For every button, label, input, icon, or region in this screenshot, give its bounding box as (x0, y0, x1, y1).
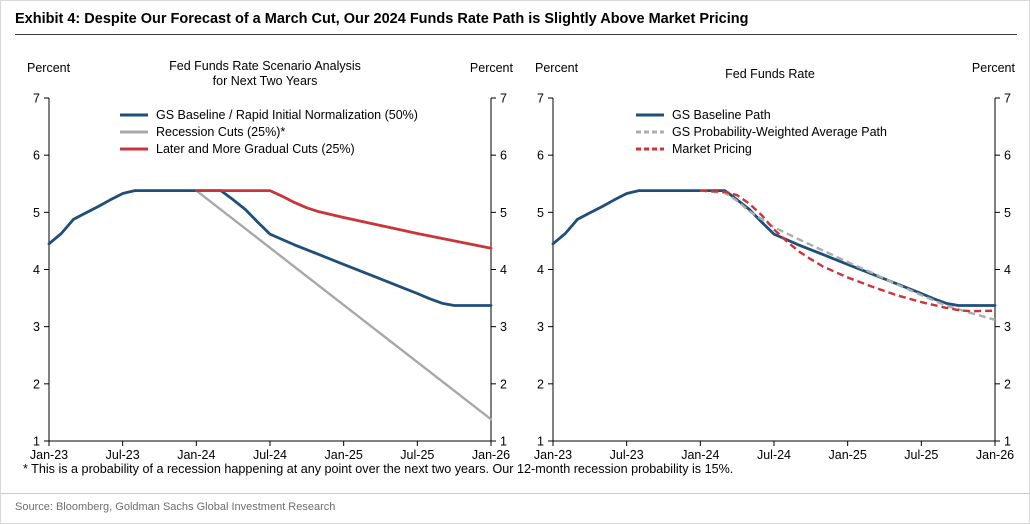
source-divider (1, 493, 1029, 494)
series-line-recession-cuts-25 (47, 189, 493, 421)
scenario-chart-panel: Percent Percent Fed Funds Rate Scenario … (15, 45, 515, 475)
legend: GS Baseline Path GS Probability-Weighted … (635, 108, 887, 156)
x-tick-label: Jul-23 (610, 448, 644, 462)
y-tick-label-left: 5 (537, 206, 544, 220)
x-tick-label: Jan-24 (681, 448, 719, 462)
series-line-market-pricing (700, 189, 996, 313)
y-tick-label-left: 1 (537, 435, 544, 449)
y-tick-label-left: 5 (33, 206, 40, 220)
legend-label: Later and More Gradual Cuts (25%) (156, 142, 355, 156)
x-tick-label: Jan-23 (30, 448, 68, 462)
y-axis-unit-left: Percent (535, 61, 579, 75)
series-line-gs-baseline-rapid-initial-normalization-50 (47, 189, 493, 307)
y-tick-label-left: 7 (537, 92, 544, 106)
legend-label: GS Baseline / Rapid Initial Normalizatio… (156, 108, 418, 122)
y-tick-label-right: 1 (1004, 435, 1011, 449)
legend-swatch-market-pricing (636, 147, 664, 151)
x-tick-label: Jan-25 (829, 448, 867, 462)
legend-item: GS Baseline / Rapid Initial Normalizatio… (119, 108, 418, 122)
legend-swatch-gs-probability-weighted-average-path (636, 130, 664, 134)
y-tick-label-right: 6 (1004, 149, 1011, 163)
chart-title: Fed Funds Rate Scenario Analysis for Nex… (15, 59, 515, 89)
fed-funds-chart-panel: Percent Percent Fed Funds Rate GS Baseli… (523, 45, 1017, 475)
x-tick-label: Jul-24 (253, 448, 287, 462)
y-tick-label-left: 6 (33, 149, 40, 163)
legend-swatch-gs-baseline-rapid-initial-normalization-50 (120, 113, 148, 117)
series-line-gs-baseline-path (551, 189, 997, 307)
legend-swatch-gs-baseline-path (636, 113, 664, 117)
fed-funds-chart-plot: 1 1 2 2 3 3 4 4 5 5 6 6 7 7 Jan-23 Jul-23 Jan-24 Jul-24 Ja… (534, 92, 1014, 463)
y-tick-label-right: 1 (500, 435, 507, 449)
x-tick-label: Jan-23 (534, 448, 572, 462)
x-tick-label: Jul-25 (904, 448, 938, 462)
legend: GS Baseline / Rapid Initial Normalizatio… (119, 108, 418, 156)
y-axis-unit-right: Percent (469, 61, 513, 75)
y-tick-label-right: 3 (1004, 320, 1011, 334)
legend-label: GS Baseline Path (672, 108, 771, 122)
y-tick-label-right: 7 (500, 92, 507, 106)
x-tick-label: Jul-23 (106, 448, 140, 462)
y-tick-label-right: 3 (500, 320, 507, 334)
legend-item: Recession Cuts (25%)* (119, 125, 418, 139)
y-tick-label-right: 2 (500, 377, 507, 391)
chart-title-line: for Next Two Years (212, 74, 318, 88)
x-tick-label: Jan-25 (325, 448, 363, 462)
legend-item: Later and More Gradual Cuts (25%) (119, 142, 418, 156)
source-line: Source: Bloomberg, Goldman Sachs Global … (15, 501, 336, 513)
legend-swatch-recession-cuts-25 (120, 130, 148, 134)
footnote: * This is a probability of a recession h… (23, 462, 734, 476)
chart-title: Fed Funds Rate (523, 67, 1017, 82)
y-tick-label-left: 6 (537, 149, 544, 163)
y-tick-label-left: 2 (33, 377, 40, 391)
x-tick-label: Jan-26 (976, 448, 1014, 462)
chart-title-line: Fed Funds Rate (725, 67, 815, 81)
legend-label: Market Pricing (672, 142, 752, 156)
y-tick-label-left: 7 (33, 92, 40, 106)
y-axis-unit-right: Percent (971, 61, 1015, 75)
legend-label: GS Probability-Weighted Average Path (672, 125, 887, 139)
x-tick-label: Jan-24 (177, 448, 215, 462)
series-line-later-and-more-gradual-cuts-25 (194, 189, 493, 250)
y-tick-label-right: 2 (1004, 377, 1011, 391)
y-tick-label-left: 3 (537, 320, 544, 334)
y-tick-label-left: 4 (33, 263, 40, 277)
legend-swatch-later-and-more-gradual-cuts-25 (120, 147, 148, 151)
exhibit-title: Exhibit 4: Despite Our Forecast of a Mar… (15, 11, 749, 27)
chart-title-line: Fed Funds Rate Scenario Analysis (169, 59, 361, 73)
y-tick-label-right: 5 (1004, 206, 1011, 220)
legend-item: GS Probability-Weighted Average Path (635, 125, 887, 139)
y-tick-label-right: 5 (500, 206, 507, 220)
y-tick-label-left: 4 (537, 263, 544, 277)
y-tick-label-right: 4 (500, 263, 507, 277)
legend-label: Recession Cuts (25%)* (156, 125, 286, 139)
scenario-chart-plot: 1 1 2 2 3 3 4 4 5 5 6 6 7 7 Jan-23 Jul-23 Jan-24 Jul-24 Ja… (30, 92, 510, 463)
title-divider (15, 34, 1017, 35)
x-tick-label: Jan-26 (472, 448, 510, 462)
x-tick-label: Jul-24 (757, 448, 791, 462)
y-tick-label-left: 3 (33, 320, 40, 334)
y-tick-label-right: 7 (1004, 92, 1011, 106)
y-tick-label-right: 6 (500, 149, 507, 163)
legend-item: Market Pricing (635, 142, 887, 156)
legend-item: GS Baseline Path (635, 108, 887, 122)
series-line-gs-probability-weighted-average-path (700, 189, 996, 321)
y-tick-label-left: 2 (537, 377, 544, 391)
x-tick-label: Jul-25 (400, 448, 434, 462)
y-axis-unit-left: Percent (27, 61, 71, 75)
y-tick-label-right: 4 (1004, 263, 1011, 277)
y-tick-label-left: 1 (33, 435, 40, 449)
